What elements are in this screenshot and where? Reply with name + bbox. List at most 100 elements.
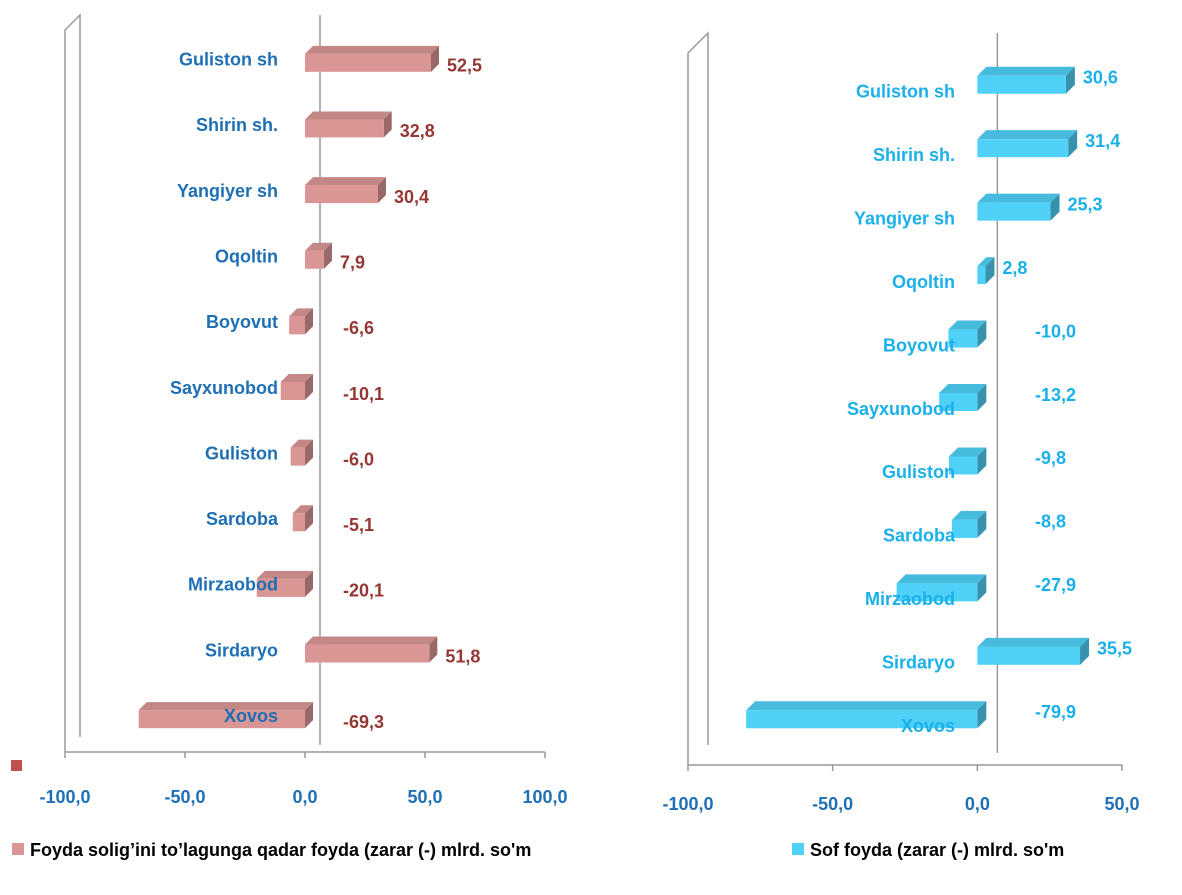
value-label: 31,4	[1085, 131, 1120, 151]
bar-top	[948, 447, 987, 457]
bar-side	[383, 111, 392, 138]
bar-side	[305, 374, 313, 400]
bar	[977, 139, 1069, 158]
category-label: Guliston sh	[856, 81, 955, 101]
value-label: 30,4	[394, 187, 429, 207]
category-label: Boyovut	[883, 335, 955, 355]
value-label: 51,8	[445, 646, 480, 666]
bar	[951, 519, 978, 538]
bar-side	[977, 384, 987, 411]
chart: -100,0 -50,0 0,0 50,0 30,6 31,4 25,3 2,8 -10,0 -1…	[662, 31, 1140, 814]
x-tick-label: -50,0	[812, 794, 853, 814]
bar	[280, 382, 305, 400]
value-label: -20,1	[343, 581, 384, 601]
category-label: Oqoltin	[215, 246, 278, 266]
bar-top	[977, 130, 1078, 140]
bar	[948, 456, 978, 475]
value-label: -79,9	[1035, 702, 1076, 722]
bar-side	[977, 574, 987, 602]
category-label: Xovos	[224, 706, 278, 726]
bar-side	[305, 308, 313, 335]
bar-top	[896, 574, 987, 584]
bar-side	[429, 636, 438, 663]
legend: Foyda solig’ini to’lagunga qadar foyda (…	[12, 838, 612, 862]
value-label: 25,3	[1068, 194, 1103, 214]
category-label: Oqoltin	[892, 272, 955, 292]
bar-top	[290, 439, 313, 448]
wall	[687, 31, 709, 765]
category-label: Sirdaryo	[205, 640, 278, 660]
category-label: Sayxunobod	[170, 378, 278, 398]
bar-top	[305, 177, 386, 186]
category-label: Shirin sh.	[873, 145, 955, 165]
bar-side	[1068, 130, 1078, 158]
category-label: Mirzaobod	[188, 575, 278, 595]
value-label: 2,8	[1002, 258, 1027, 278]
bar-side	[1050, 193, 1060, 221]
bar-top	[280, 374, 313, 382]
category-label: Guliston	[882, 462, 955, 482]
category-label: Yangiyer sh	[854, 208, 955, 228]
bar-top	[977, 257, 995, 267]
x-tick-label: 0,0	[965, 794, 990, 814]
value-label: -9,8	[1035, 448, 1066, 468]
category-label: Sayxunobod	[847, 399, 955, 419]
value-label: 32,8	[400, 121, 435, 141]
category-label: Shirin sh.	[196, 115, 278, 135]
bar-side	[977, 701, 987, 729]
category-label: Guliston	[205, 443, 278, 463]
bar	[977, 646, 1081, 665]
bar-top	[939, 384, 987, 393]
bar-top	[746, 701, 987, 711]
value-label: -6,6	[343, 318, 374, 338]
bar-top	[948, 320, 987, 330]
value-label: -69,3	[343, 712, 384, 732]
wall	[64, 13, 81, 752]
bar-top	[305, 636, 438, 645]
bar	[256, 578, 305, 597]
bar	[746, 710, 978, 729]
chart: -100,0 -50,0 0,0 50,0 100,0 52,5 32,8 30,4 7,9 -6…	[39, 13, 568, 807]
category-label: Sirdaryo	[882, 653, 955, 673]
x-tick-label: 50,0	[407, 787, 442, 807]
bar-side	[323, 242, 332, 269]
x-tick-label: -100,0	[662, 794, 713, 814]
category-label: Yangiyer sh	[177, 181, 278, 201]
legend-swatch	[12, 843, 24, 855]
x-tick-label: -100,0	[39, 787, 90, 807]
bar-side	[1080, 637, 1090, 665]
bar	[138, 710, 305, 729]
bar	[977, 75, 1066, 94]
value-label: -27,9	[1035, 575, 1076, 595]
bar	[948, 329, 978, 348]
bar	[939, 393, 978, 411]
bar-top	[305, 45, 439, 54]
bar	[896, 583, 978, 602]
legend: Sof foyda (zarar (-) mlrd. so'm	[792, 838, 1182, 862]
value-label: -8,8	[1035, 512, 1066, 532]
bar-top	[289, 308, 313, 317]
x-tick-label: 50,0	[1104, 794, 1139, 814]
value-label: 30,6	[1083, 67, 1118, 87]
legend-label: Sof foyda (zarar (-) mlrd. so'm	[810, 840, 1065, 860]
bar	[305, 185, 378, 204]
value-label: 35,5	[1097, 639, 1132, 659]
bar	[289, 316, 305, 335]
legend-label: Foyda solig’ini to’lagunga qadar foyda (…	[30, 840, 532, 860]
bar	[305, 250, 324, 269]
bar-side	[431, 45, 439, 72]
bar	[977, 266, 986, 285]
value-label: -10,1	[343, 384, 384, 404]
bar-top	[977, 66, 1075, 76]
bar-side	[977, 447, 987, 475]
bar-side	[305, 505, 313, 532]
x-tick-label: 0,0	[292, 787, 317, 807]
bar-side	[977, 510, 987, 538]
category-label: Boyovut	[206, 312, 278, 332]
bar-top	[305, 242, 332, 251]
bar-side	[377, 177, 386, 204]
bar	[290, 447, 305, 466]
bar	[305, 119, 384, 138]
